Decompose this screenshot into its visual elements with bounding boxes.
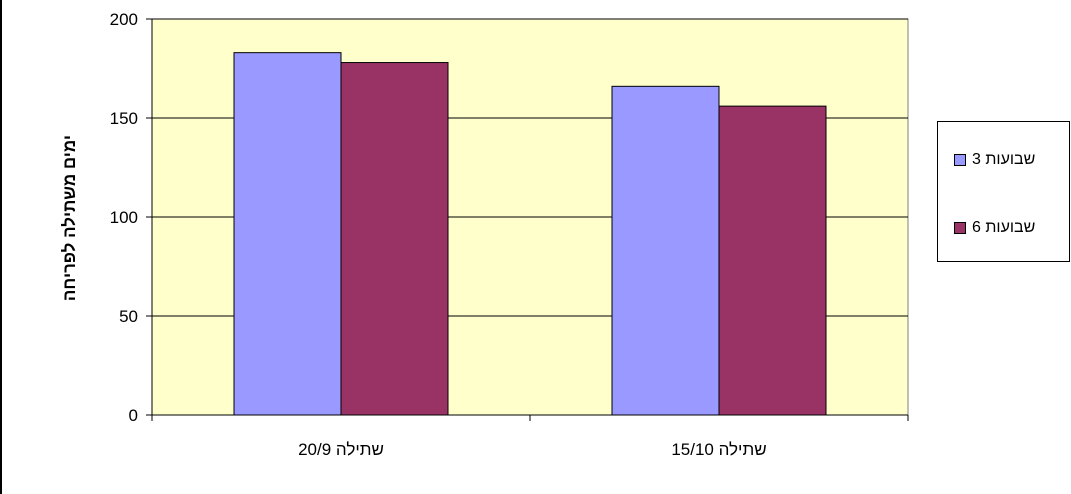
legend-swatch-series-1 bbox=[954, 154, 966, 166]
x-category-label: שתילה 20/9 bbox=[298, 440, 384, 459]
bar-series-2-category-1 bbox=[340, 62, 449, 416]
legend-item-series-2: שבועות 6 bbox=[954, 219, 1035, 237]
y-tick-label: 100 bbox=[110, 208, 138, 227]
bar-series-2-category-2 bbox=[718, 105, 827, 416]
legend-label-series-2: שבועות 6 bbox=[972, 219, 1036, 236]
y-axis-label: ימים משתילה לפריחה bbox=[60, 135, 79, 301]
bar-series-1-category-2 bbox=[611, 85, 720, 416]
x-category-label: שתילה 15/10 bbox=[671, 440, 766, 459]
y-tick-label: 150 bbox=[110, 109, 138, 128]
legend-item-series-1: שבועות 3 bbox=[954, 151, 1035, 169]
y-tick-label: 50 bbox=[119, 307, 138, 326]
legend-label-series-1: שבועות 3 bbox=[972, 151, 1036, 168]
legend: שבועות 3 שבועות 6 bbox=[937, 121, 1070, 262]
legend-swatch-series-2 bbox=[954, 222, 966, 234]
y-tick-label: 0 bbox=[129, 406, 138, 425]
bar-series-1-category-1 bbox=[233, 52, 342, 416]
y-tick-label: 200 bbox=[110, 10, 138, 29]
